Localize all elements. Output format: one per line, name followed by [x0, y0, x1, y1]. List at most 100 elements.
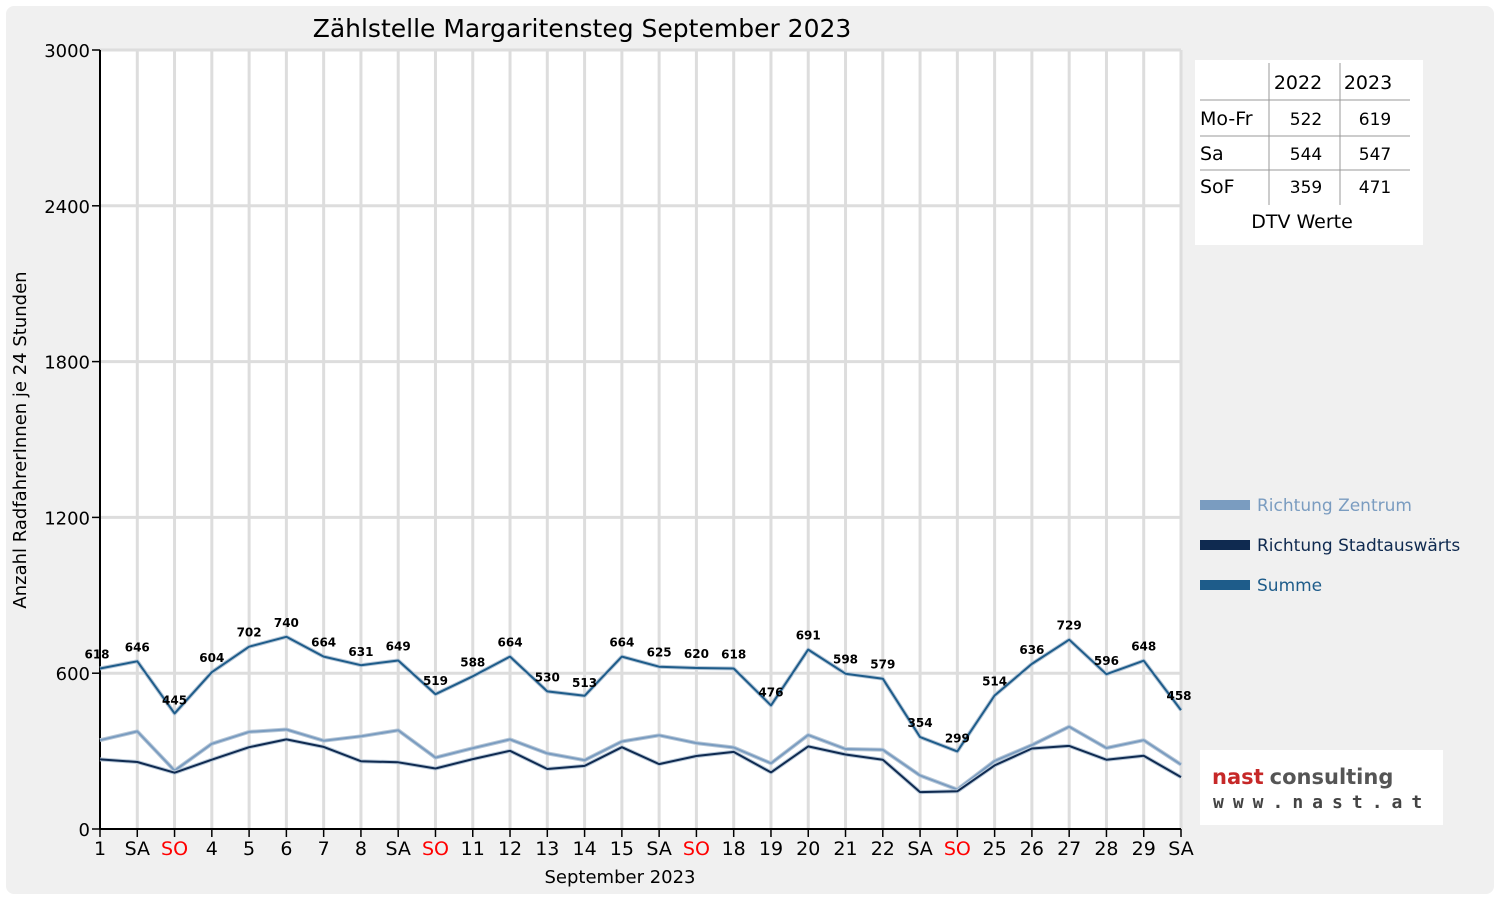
data-label: 458	[1166, 689, 1191, 703]
x-tick-label: 19	[759, 838, 783, 860]
data-label: 588	[460, 655, 485, 669]
y-tick-label: 3000	[44, 41, 90, 62]
data-label: 664	[609, 636, 634, 650]
logo-website: www.nast.at	[1213, 792, 1431, 813]
grid-lines	[100, 48, 1183, 829]
legend-swatch	[1200, 540, 1250, 550]
data-label: 702	[237, 626, 262, 640]
x-tick-label: 15	[610, 838, 634, 860]
data-label: 625	[647, 646, 672, 660]
data-label: 604	[199, 651, 224, 665]
data-label: 664	[498, 636, 523, 650]
data-label: 649	[386, 639, 411, 653]
x-tick-label: 5	[243, 838, 255, 860]
legend: Richtung Zentrum Richtung Stadtauswärts Su…	[1200, 496, 1460, 596]
legend-label: Richtung Stadtauswärts	[1257, 536, 1460, 556]
dtv-col-2022: 2022	[1274, 72, 1322, 94]
series-lines	[99, 634, 1183, 795]
legend-swatch	[1200, 580, 1250, 590]
legend-label: Richtung Zentrum	[1257, 496, 1412, 516]
x-tick-label: SA	[646, 838, 671, 860]
dtv-row-label: SoF	[1200, 176, 1235, 198]
x-tick-label: SA	[385, 838, 410, 860]
x-tick-label: 27	[1057, 838, 1081, 860]
x-tick-label: 4	[206, 838, 218, 860]
x-tick-label: 26	[1020, 838, 1044, 860]
x-tick-label: SO	[683, 838, 710, 860]
data-label: 579	[870, 658, 895, 672]
y-tick-label: 600	[56, 664, 90, 685]
x-tick-label: 7	[318, 838, 330, 860]
data-label: 729	[1057, 619, 1082, 633]
data-label: 519	[423, 674, 448, 688]
legend-swatch	[1200, 500, 1250, 510]
dtv-row-label: Mo-Fr	[1200, 108, 1253, 130]
x-tick-label: SA	[1168, 838, 1193, 860]
dtv-cell: 544	[1290, 145, 1322, 165]
y-tick-label: 2400	[44, 197, 90, 218]
data-label: 618	[721, 648, 746, 662]
data-label: 618	[84, 648, 109, 662]
data-label: 299	[945, 731, 970, 745]
data-label: 664	[311, 636, 336, 650]
series-line	[99, 635, 1182, 753]
dtv-table: 2022 2023 Mo-Fr 522 619 Sa 544 547 SoF 3…	[1195, 60, 1423, 245]
axes: 0 600 1200 1800 2400 3000 1 SA SO 4 5 6 7 8 SA SO 11 12 13…	[44, 41, 1194, 860]
data-label: 631	[348, 645, 373, 659]
data-label: 636	[1019, 643, 1044, 657]
data-label: 354	[908, 716, 933, 730]
x-tick-label: SO	[944, 838, 971, 860]
plot-area	[100, 50, 1181, 829]
x-tick-label: SA	[907, 838, 932, 860]
x-tick-label: 22	[871, 838, 895, 860]
dtv-cell: 359	[1290, 178, 1322, 198]
x-tick-label: 12	[498, 838, 522, 860]
legend-label: Summe	[1257, 576, 1322, 596]
x-tick-label: 25	[983, 838, 1007, 860]
y-axis-label: Anzahl RadfahrerInnen je 24 Stunden	[10, 271, 31, 608]
dtv-col-2023: 2023	[1344, 72, 1392, 94]
x-tick-label: 6	[280, 838, 292, 860]
x-axis-label: September 2023	[544, 867, 695, 888]
x-tick-label: SO	[161, 838, 188, 860]
dtv-caption: DTV Werte	[1251, 211, 1353, 233]
data-label: 740	[274, 616, 299, 630]
x-tick-label: 14	[572, 838, 596, 860]
x-tick-label: 8	[355, 838, 367, 860]
x-tick-label: 1	[94, 838, 106, 860]
data-labels: 618 646 445 604 702 740 664 631 649 519 588 664 530 5…	[84, 616, 1191, 746]
dtv-cell: 547	[1359, 145, 1391, 165]
chart-title: Zählstelle Margaritensteg September 2023	[313, 14, 852, 43]
nast-consulting-logo: nast consulting www.nast.at	[1200, 750, 1443, 825]
dtv-cell: 471	[1359, 178, 1391, 198]
x-tick-label: 11	[461, 838, 485, 860]
x-tick-label: 21	[833, 838, 857, 860]
logo-brand-part1: nast	[1212, 765, 1264, 789]
series-line	[99, 738, 1182, 794]
data-label: 648	[1131, 640, 1156, 654]
data-label: 596	[1094, 654, 1119, 668]
x-tick-label: 29	[1132, 838, 1156, 860]
x-tick-label: 20	[796, 838, 820, 860]
data-label: 513	[572, 676, 597, 690]
y-tick-label: 1800	[44, 353, 90, 374]
x-tick-label: 28	[1094, 838, 1118, 860]
data-label: 691	[796, 629, 821, 643]
data-label: 530	[535, 670, 560, 684]
data-label: 445	[162, 693, 187, 707]
x-tick-label: SA	[125, 838, 150, 860]
series-line	[99, 725, 1182, 791]
data-label: 646	[125, 640, 150, 654]
dtv-cell: 522	[1290, 110, 1322, 130]
dtv-row-label: Sa	[1200, 143, 1224, 165]
x-tick-label: SO	[422, 838, 449, 860]
data-label: 476	[758, 685, 783, 699]
data-label: 514	[982, 675, 1007, 689]
data-label: 598	[833, 653, 858, 667]
y-tick-label: 1200	[44, 508, 90, 529]
dtv-cell: 619	[1359, 110, 1391, 130]
logo-brand-part2: consulting	[1270, 765, 1394, 789]
x-tick-label: 18	[722, 838, 746, 860]
